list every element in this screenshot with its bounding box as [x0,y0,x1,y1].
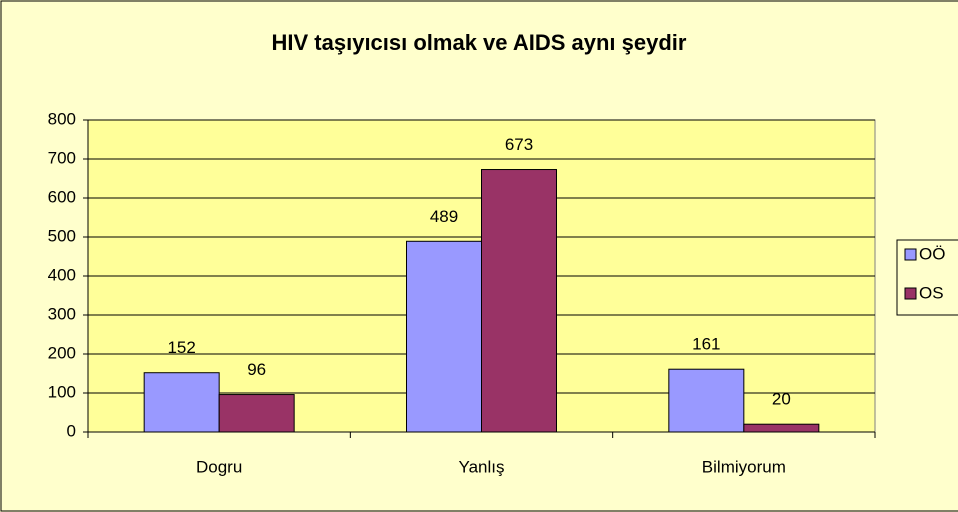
data-label: 96 [247,360,266,379]
data-label: 673 [505,135,533,154]
data-label: 20 [772,390,791,409]
y-tick-label: 200 [48,343,76,362]
bar [218,394,295,433]
chart-title: HIV taşıyıcısı olmak ve AIDS aynı şeydir [272,30,687,55]
y-tick-label: 400 [48,265,76,284]
data-label: 489 [430,207,458,226]
y-tick-label: 600 [48,187,76,206]
y-tick-label: 500 [48,226,76,245]
legend-swatch [904,248,917,261]
legend-swatch [904,287,917,300]
y-tick-label: 100 [48,382,76,401]
bar [143,372,220,433]
legend-label: OS [919,283,944,302]
legend-label: OÖ [919,244,945,263]
data-label: 152 [167,338,195,357]
x-tick-label: Yanlış [459,457,505,476]
bar [406,240,482,433]
x-tick-label: Bilmiyorum [702,457,786,476]
bar [743,423,820,433]
y-tick-label: 300 [48,304,76,323]
y-tick-label: 700 [48,148,76,167]
bar [481,169,557,433]
bar [668,368,745,433]
y-tick-label: 0 [67,421,76,440]
data-label: 161 [692,335,720,354]
y-tick-label: 800 [48,109,76,128]
x-tick-label: Dogru [196,457,242,476]
